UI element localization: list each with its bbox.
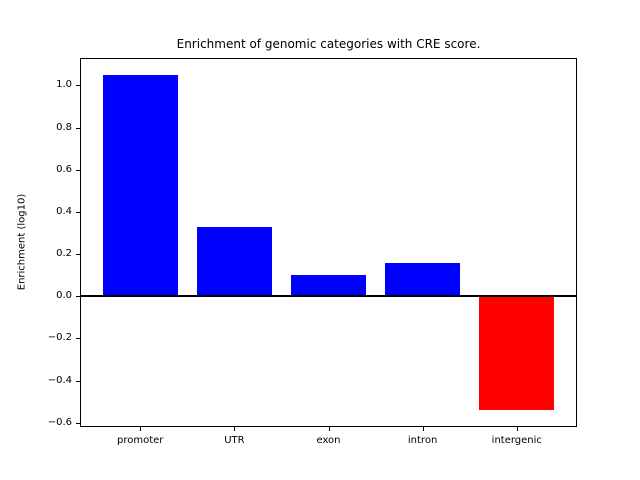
bar-exon	[290, 275, 367, 297]
x-tick-mark	[516, 427, 518, 431]
y-tick-mark	[76, 169, 80, 171]
y-tick-mark	[76, 85, 80, 87]
y-tick-mark	[76, 127, 80, 129]
x-tick-mark	[234, 427, 236, 431]
y-tick-label: −0.2	[47, 332, 72, 344]
y-tick-label: 0.8	[56, 121, 72, 133]
y-tick-mark	[76, 338, 80, 340]
x-tick-mark	[328, 427, 330, 431]
y-tick-label: −0.4	[47, 374, 72, 386]
x-tick-label-intergenic: intergenic	[491, 435, 542, 446]
y-tick-label: 0.2	[56, 248, 72, 260]
x-tick-label-exon: exon	[316, 435, 341, 446]
y-tick-label: 1.0	[56, 79, 72, 91]
x-tick-mark	[140, 427, 142, 431]
y-tick-mark	[76, 211, 80, 213]
y-tick-mark	[76, 296, 80, 298]
y-tick-label: 0.4	[56, 205, 72, 217]
y-tick-label: −0.6	[47, 416, 72, 428]
plot-area-frame	[80, 58, 577, 427]
bar-intergenic	[479, 296, 555, 411]
x-tick-label-intron: intron	[407, 435, 438, 446]
y-tick-mark	[76, 254, 80, 256]
zero-baseline	[80, 295, 577, 298]
x-tick-label-UTR: UTR	[224, 435, 245, 446]
chart-title: Enrichment of genomic categories with CR…	[176, 37, 481, 51]
bar-promoter	[102, 74, 178, 297]
x-tick-label-promoter: promoter	[116, 435, 164, 446]
y-tick-label: 0.6	[56, 163, 72, 175]
bar-intron	[385, 262, 461, 297]
y-tick-label: 0.0	[56, 290, 72, 302]
x-tick-mark	[422, 427, 424, 431]
bar-UTR	[196, 226, 272, 297]
y-tick-mark	[76, 422, 80, 424]
y-tick-mark	[76, 380, 80, 382]
